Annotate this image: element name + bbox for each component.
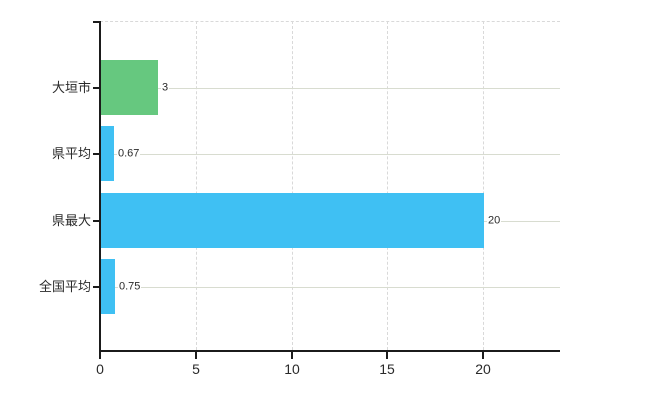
grid-line-horizontal (100, 287, 560, 288)
bar-value-label: 3 (161, 81, 170, 95)
category-label: 県平均 (51, 146, 91, 161)
grid-line-horizontal (100, 154, 560, 155)
bar (101, 60, 158, 115)
y-axis-line (99, 21, 101, 352)
category-label: 全国平均 (38, 279, 91, 294)
bar-value-label: 20 (487, 214, 502, 228)
x-tick (482, 352, 484, 359)
grid-line-vertical (292, 21, 293, 350)
x-tick-label: 5 (192, 361, 200, 377)
x-tick-label: 10 (284, 361, 300, 377)
category-tick (93, 153, 100, 155)
x-tick-label: 0 (96, 361, 104, 377)
grid-line-vertical (196, 21, 197, 350)
category-label: 県最大 (51, 213, 91, 228)
bar-value-label: 0.67 (117, 147, 141, 161)
bar (101, 126, 114, 181)
category-tick (93, 220, 100, 222)
grid-line-vertical (483, 21, 484, 350)
top-grid-line (100, 21, 560, 22)
x-tick (291, 352, 293, 359)
grid-line-vertical (387, 21, 388, 350)
bar (101, 259, 115, 314)
x-tick (99, 352, 101, 359)
x-tick-label: 20 (475, 361, 491, 377)
x-tick (386, 352, 388, 359)
grid-line-horizontal (100, 88, 560, 89)
x-tick (195, 352, 197, 359)
category-tick (93, 286, 100, 288)
category-tick (93, 87, 100, 89)
x-axis-line (99, 350, 560, 352)
category-label: 大垣市 (51, 80, 91, 95)
axis-top-tick (93, 21, 100, 23)
bar (101, 193, 484, 248)
bar-value-label: 0.75 (118, 280, 142, 294)
x-tick-label: 15 (379, 361, 395, 377)
